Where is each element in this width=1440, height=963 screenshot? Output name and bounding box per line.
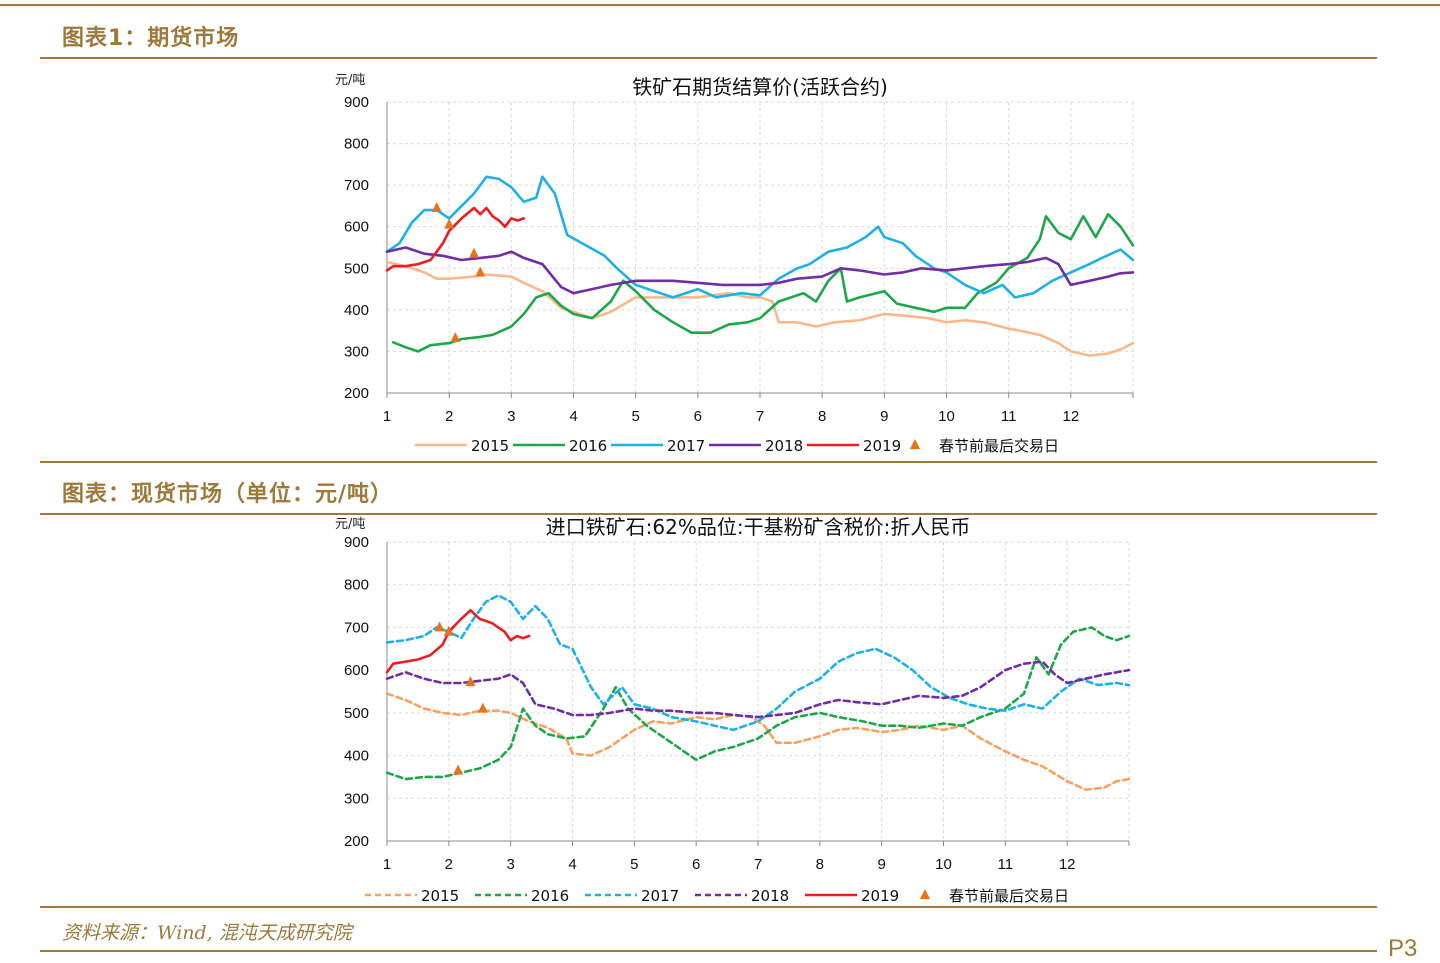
chart1-y-tick: 300	[344, 343, 369, 360]
chart2-x-tick: 11	[998, 856, 1014, 873]
page-number: P3	[1388, 935, 1418, 962]
chart1-y-unit: 元/吨	[335, 73, 365, 88]
chart2-series-2017	[385, 594, 1131, 732]
chart1-x-tick: 6	[694, 408, 702, 425]
chart2-x-tick: 3	[506, 856, 514, 873]
source-top-rule	[40, 906, 1377, 908]
chart2-legend-label-2019: 2019	[861, 887, 899, 905]
chart2-x-tick: 12	[1059, 856, 1076, 873]
chart1-y-tick: 800	[344, 136, 369, 153]
chart2-holiday-marker	[477, 702, 488, 713]
chart1-legend-marker	[910, 439, 920, 449]
chart2-x-tick: 10	[935, 856, 952, 873]
chart2-holiday-marker	[465, 676, 476, 687]
chart1-holiday-marker	[469, 247, 480, 258]
chart2-legend-label-2016: 2016	[531, 887, 569, 905]
source-note: 资料来源：Wind, 混沌天成研究院	[62, 922, 352, 944]
futures-chart: 铁矿石期货结算价(活跃合约) 元/吨 200 300 400 500 600 700 800 90…	[330, 62, 1150, 460]
section2-title: 图表：现货市场（单位：元/吨）	[62, 482, 394, 507]
top-rule	[0, 4, 1440, 6]
chart1-x-tick: 1	[383, 408, 391, 425]
chart2-y-unit: 元/吨	[335, 517, 365, 532]
chart1-series-2015	[385, 260, 1135, 357]
chart2-y-tick: 800	[344, 577, 369, 594]
chart1-series-2019	[385, 206, 526, 272]
chart1-y-tick: 200	[344, 385, 369, 402]
chart1-legend-label-2017: 2017	[667, 437, 705, 455]
chart2-legend-marker-label: 春节前最后交易日	[949, 887, 1069, 905]
futures-chart-svg: 铁矿石期货结算价(活跃合约) 元/吨 200 300 400 500 600 700 800 90…	[335, 73, 1135, 455]
chart1-x-tick: 2	[445, 408, 453, 425]
chart1-y-tick: 600	[344, 219, 369, 236]
chart2-y-tick: 700	[344, 619, 369, 636]
chart2-holiday-marker	[453, 764, 464, 775]
spot-chart: 进口铁矿石:62%品位:干基粉矿含税价:折人民币 元/吨 200 300 400 500 6…	[330, 514, 1150, 908]
chart2-y-tick: 900	[344, 534, 369, 551]
chart1-holiday-marker	[475, 266, 486, 277]
chart2-x-tick: 6	[692, 856, 700, 873]
chart2-x-tick: 9	[877, 856, 885, 873]
chart1-y-tick: 400	[344, 302, 369, 319]
chart2-x-tick: 5	[630, 856, 638, 873]
chart1-x-tick: 3	[507, 408, 515, 425]
chart1-legend-marker-label: 春节前最后交易日	[939, 437, 1059, 455]
chart1-legend-label-2016: 2016	[569, 437, 607, 455]
chart1-x-tick: 4	[569, 408, 577, 425]
chart2-legend-label-2015: 2015	[421, 887, 459, 905]
chart2-title: 进口铁矿石:62%品位:干基粉矿含税价:折人民币	[546, 515, 971, 539]
chart1-holiday-marker	[431, 202, 442, 213]
chart2-x-tick: 4	[568, 856, 576, 873]
section1-title: 图表1：期货市场	[62, 26, 240, 51]
chart1-series-2016	[391, 212, 1135, 353]
chart1-x-tick: 9	[880, 408, 888, 425]
chart1-legend-label-2018: 2018	[765, 437, 803, 455]
chart1-x-tick: 7	[756, 408, 764, 425]
chart1-x-tick: 8	[818, 408, 826, 425]
chart2-holiday-marker	[434, 621, 445, 632]
chart1-legend-label-2019: 2019	[863, 437, 901, 455]
section2-top-rule	[40, 461, 1377, 463]
chart2-legend-label-2018: 2018	[751, 887, 789, 905]
chart2-y-tick: 400	[344, 748, 369, 765]
chart1-legend-label-2015: 2015	[471, 437, 509, 455]
chart2-holiday-marker	[443, 625, 454, 636]
chart1-y-tick: 700	[344, 177, 369, 194]
chart1-series-2018	[385, 246, 1135, 295]
section1-rule	[40, 57, 1377, 59]
bottom-rule	[40, 950, 1377, 952]
chart1-y-tick: 900	[344, 94, 369, 111]
chart1-series-2017	[385, 175, 1135, 299]
chart2-x-tick: 1	[383, 856, 391, 873]
section2-rule	[40, 513, 1377, 515]
chart2-y-tick: 200	[344, 833, 369, 850]
chart2-y-tick: 300	[344, 790, 369, 807]
chart1-x-tick: 5	[631, 408, 639, 425]
chart1-holiday-marker	[444, 218, 455, 229]
chart2-x-tick: 2	[445, 856, 453, 873]
chart1-title: 铁矿石期货结算价(活跃合约)	[632, 75, 888, 99]
chart2-legend-marker	[920, 889, 930, 899]
chart1-x-tick: 12	[1062, 408, 1079, 425]
chart2-x-tick: 8	[816, 856, 824, 873]
chart2-legend-label-2017: 2017	[641, 887, 679, 905]
spot-chart-svg: 进口铁矿石:62%品位:干基粉矿含税价:折人民币 元/吨 200 300 400 500 6…	[335, 515, 1131, 905]
chart2-y-tick: 600	[344, 662, 369, 679]
chart1-holiday-marker	[450, 332, 461, 343]
chart2-y-tick: 500	[344, 705, 369, 722]
chart1-x-tick: 11	[1001, 408, 1017, 425]
chart2-series-2018	[385, 660, 1131, 719]
chart1-x-tick: 10	[938, 408, 955, 425]
chart1-y-tick: 500	[344, 260, 369, 277]
chart2-x-tick: 7	[754, 856, 762, 873]
chart2-series-2019	[385, 609, 531, 674]
